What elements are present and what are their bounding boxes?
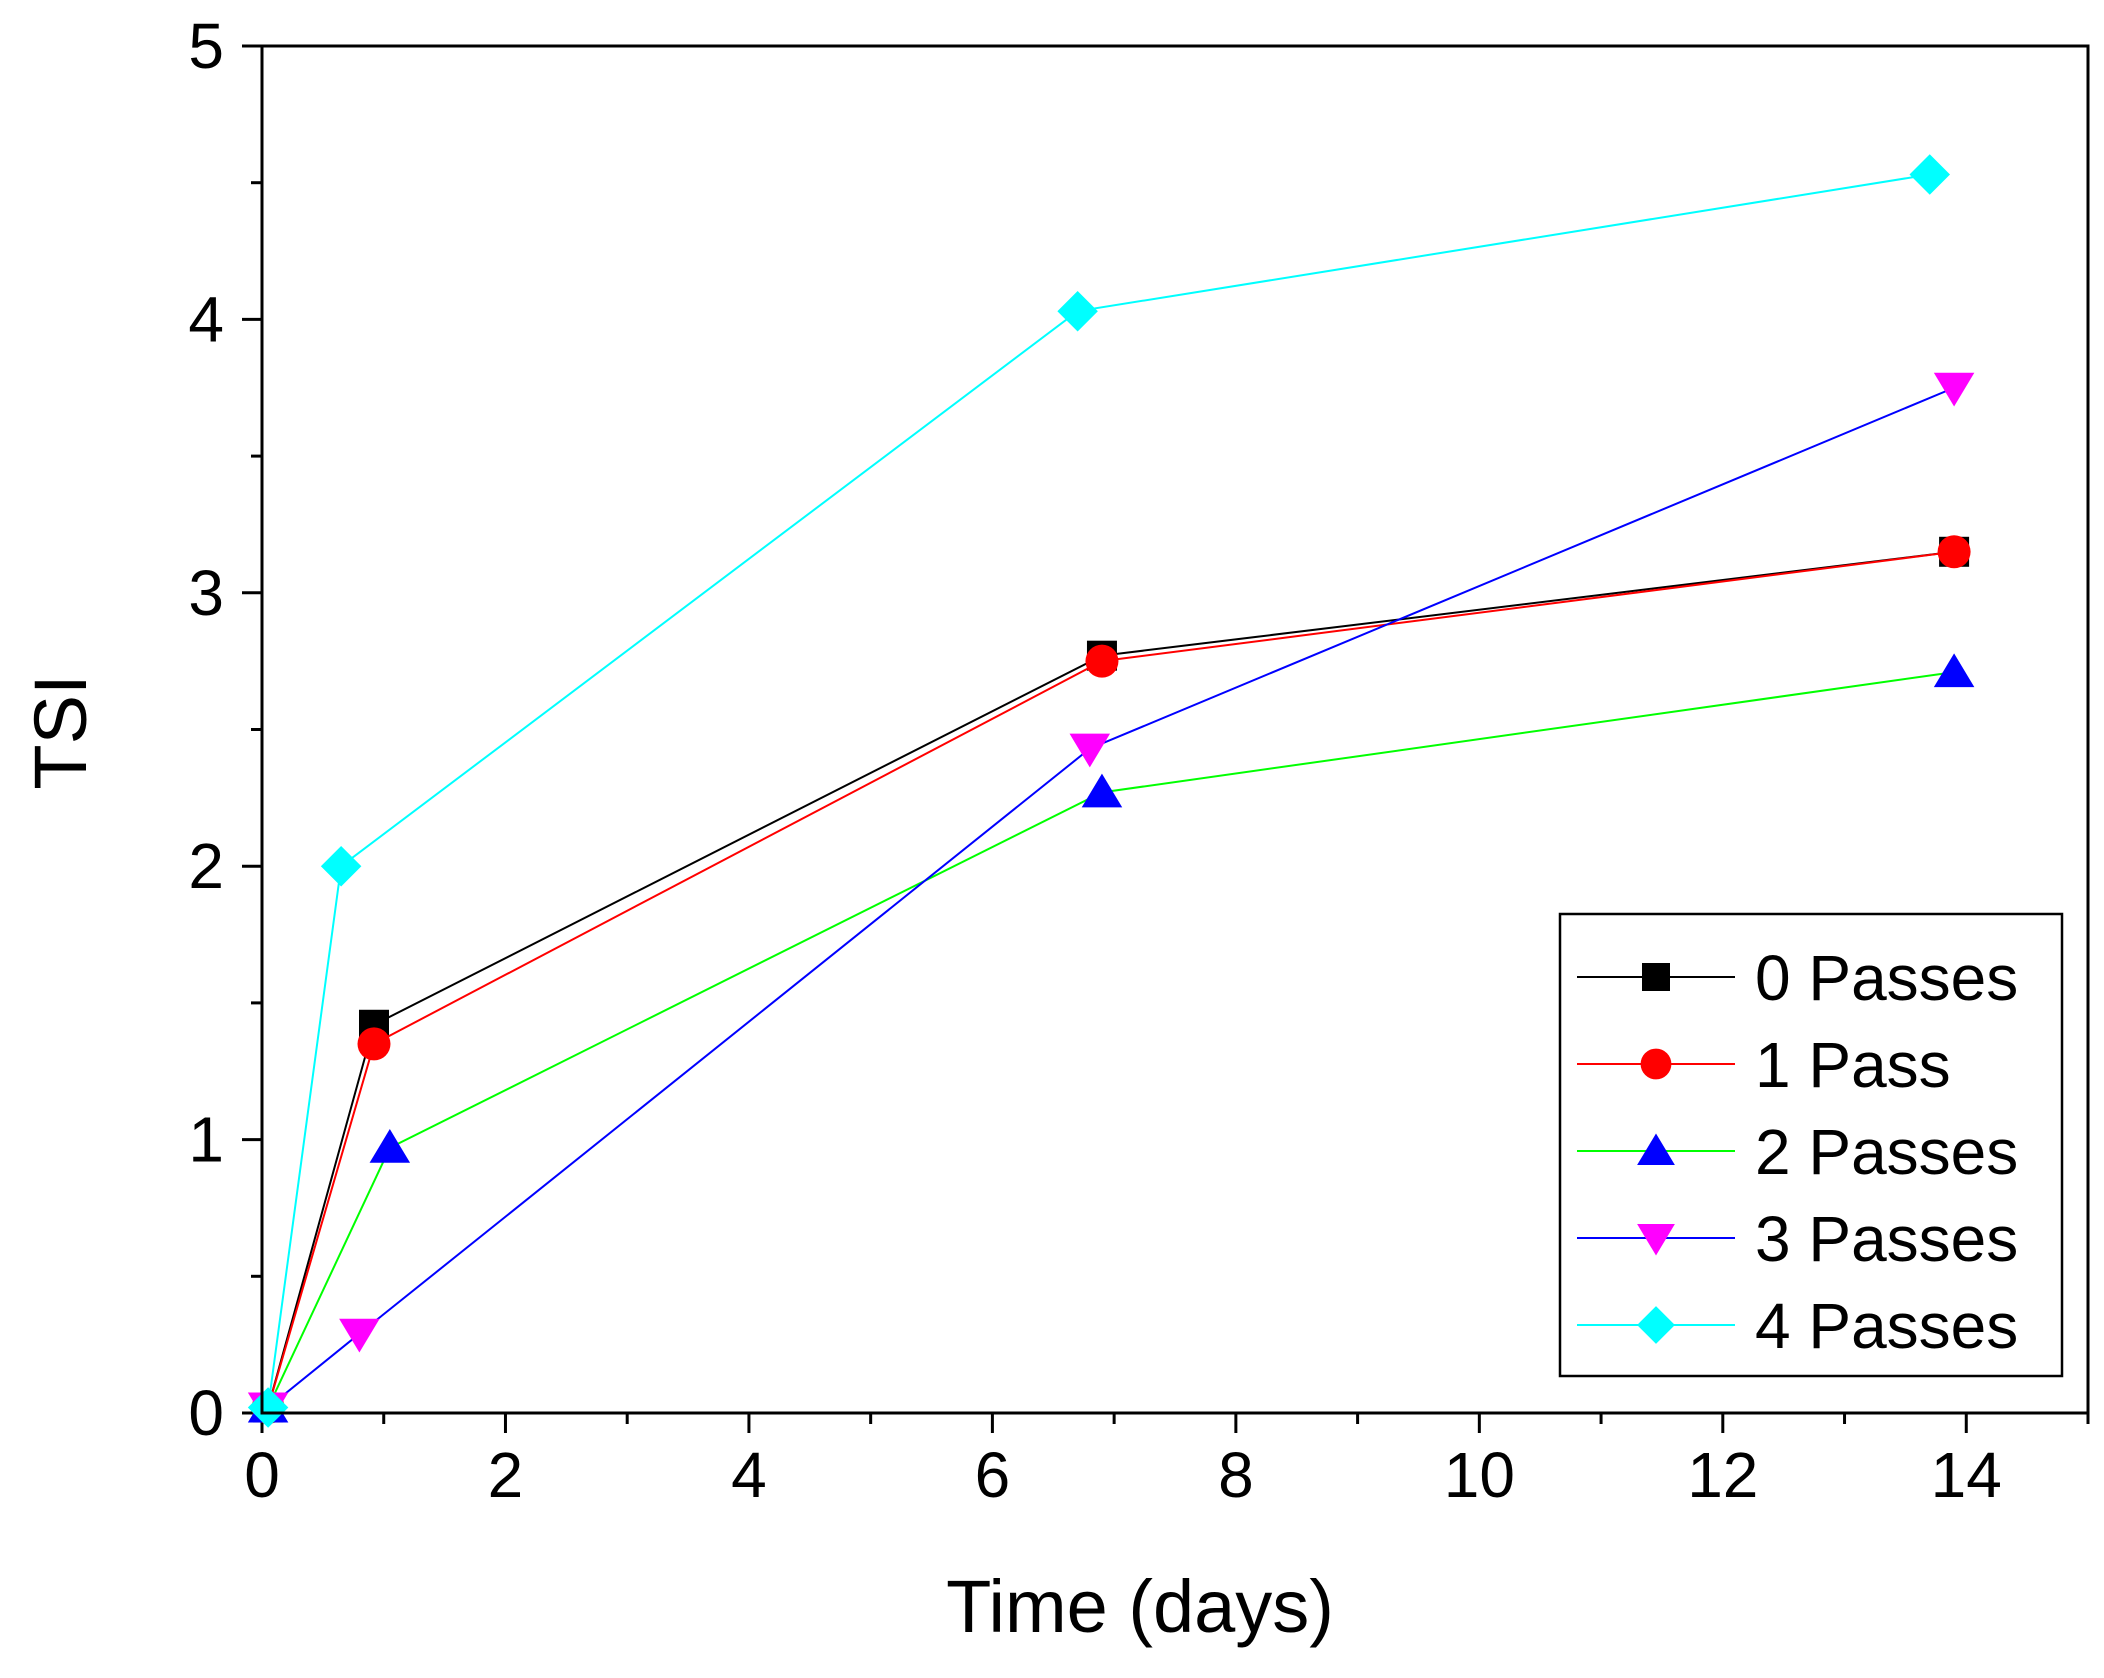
axis-ticks: [242, 44, 2090, 1433]
legend-item: 1 Pass: [1577, 1029, 1951, 1101]
x-tick-label: 2: [488, 1439, 524, 1511]
legend-marker: [1637, 1133, 1675, 1165]
series-line: [267, 173, 1930, 1408]
plot-area-frame: [260, 44, 2090, 1415]
series-line: [267, 671, 1955, 1408]
series-line: [267, 386, 1955, 1409]
legend-label: 4 Passes: [1755, 1290, 2018, 1362]
data-point: [1933, 372, 1975, 407]
data-point: [1069, 733, 1111, 768]
y-tick-label: 1: [188, 1104, 224, 1176]
legend-label: 1 Pass: [1755, 1029, 1951, 1101]
x-axis-title: Time (days): [946, 1565, 1334, 1648]
legend-marker: [1642, 963, 1670, 991]
data-point: [247, 1387, 289, 1428]
data-point: [339, 1318, 380, 1353]
series-lines: [247, 154, 1975, 1428]
legend-marker: [1640, 1048, 1672, 1080]
legend-label: 3 Passes: [1755, 1203, 2018, 1275]
y-tick-label: 3: [188, 557, 224, 629]
x-tick-label: 6: [975, 1439, 1011, 1511]
data-point: [1081, 773, 1123, 808]
legend-item: 2 Passes: [1577, 1116, 2018, 1188]
data-point: [1057, 290, 1098, 332]
series-line: [267, 550, 1955, 1408]
x-tick-label: 8: [1218, 1439, 1254, 1511]
x-tick-label: 14: [1931, 1439, 2002, 1511]
data-point: [1937, 535, 1971, 569]
legend-marker: [1637, 1224, 1675, 1256]
legend: 0 Passes 1 Pass 2 Passes 3 Passes 4 Passes: [1558, 912, 2064, 1378]
legend-label: 0 Passes: [1755, 942, 2018, 1014]
y-tick-label: 0: [188, 1377, 224, 1449]
legend-label: 2 Passes: [1755, 1116, 2018, 1188]
y-axis-title: TSI: [19, 674, 102, 789]
data-point: [1909, 154, 1950, 195]
legend-marker: [1637, 1306, 1675, 1344]
y-tick-label: 2: [188, 830, 224, 902]
legend-item: 4 Passes: [1577, 1290, 2018, 1362]
legend-item: 0 Passes: [1577, 942, 2018, 1014]
y-tick-label: 5: [188, 10, 224, 82]
series-line: [267, 550, 1955, 1408]
y-tick-label: 4: [188, 283, 224, 355]
x-tick-label: 10: [1444, 1439, 1515, 1511]
data-point: [357, 1027, 391, 1061]
data-point: [1933, 653, 1975, 688]
series-4: [247, 154, 1950, 1428]
x-tick-label: 0: [244, 1439, 280, 1511]
data-point: [369, 1129, 411, 1163]
data-point: [1085, 644, 1119, 678]
legend-item: 3 Passes: [1577, 1203, 2018, 1275]
data-point: [320, 845, 362, 887]
x-tick-label: 4: [731, 1439, 767, 1511]
x-tick-label: 12: [1687, 1439, 1758, 1511]
